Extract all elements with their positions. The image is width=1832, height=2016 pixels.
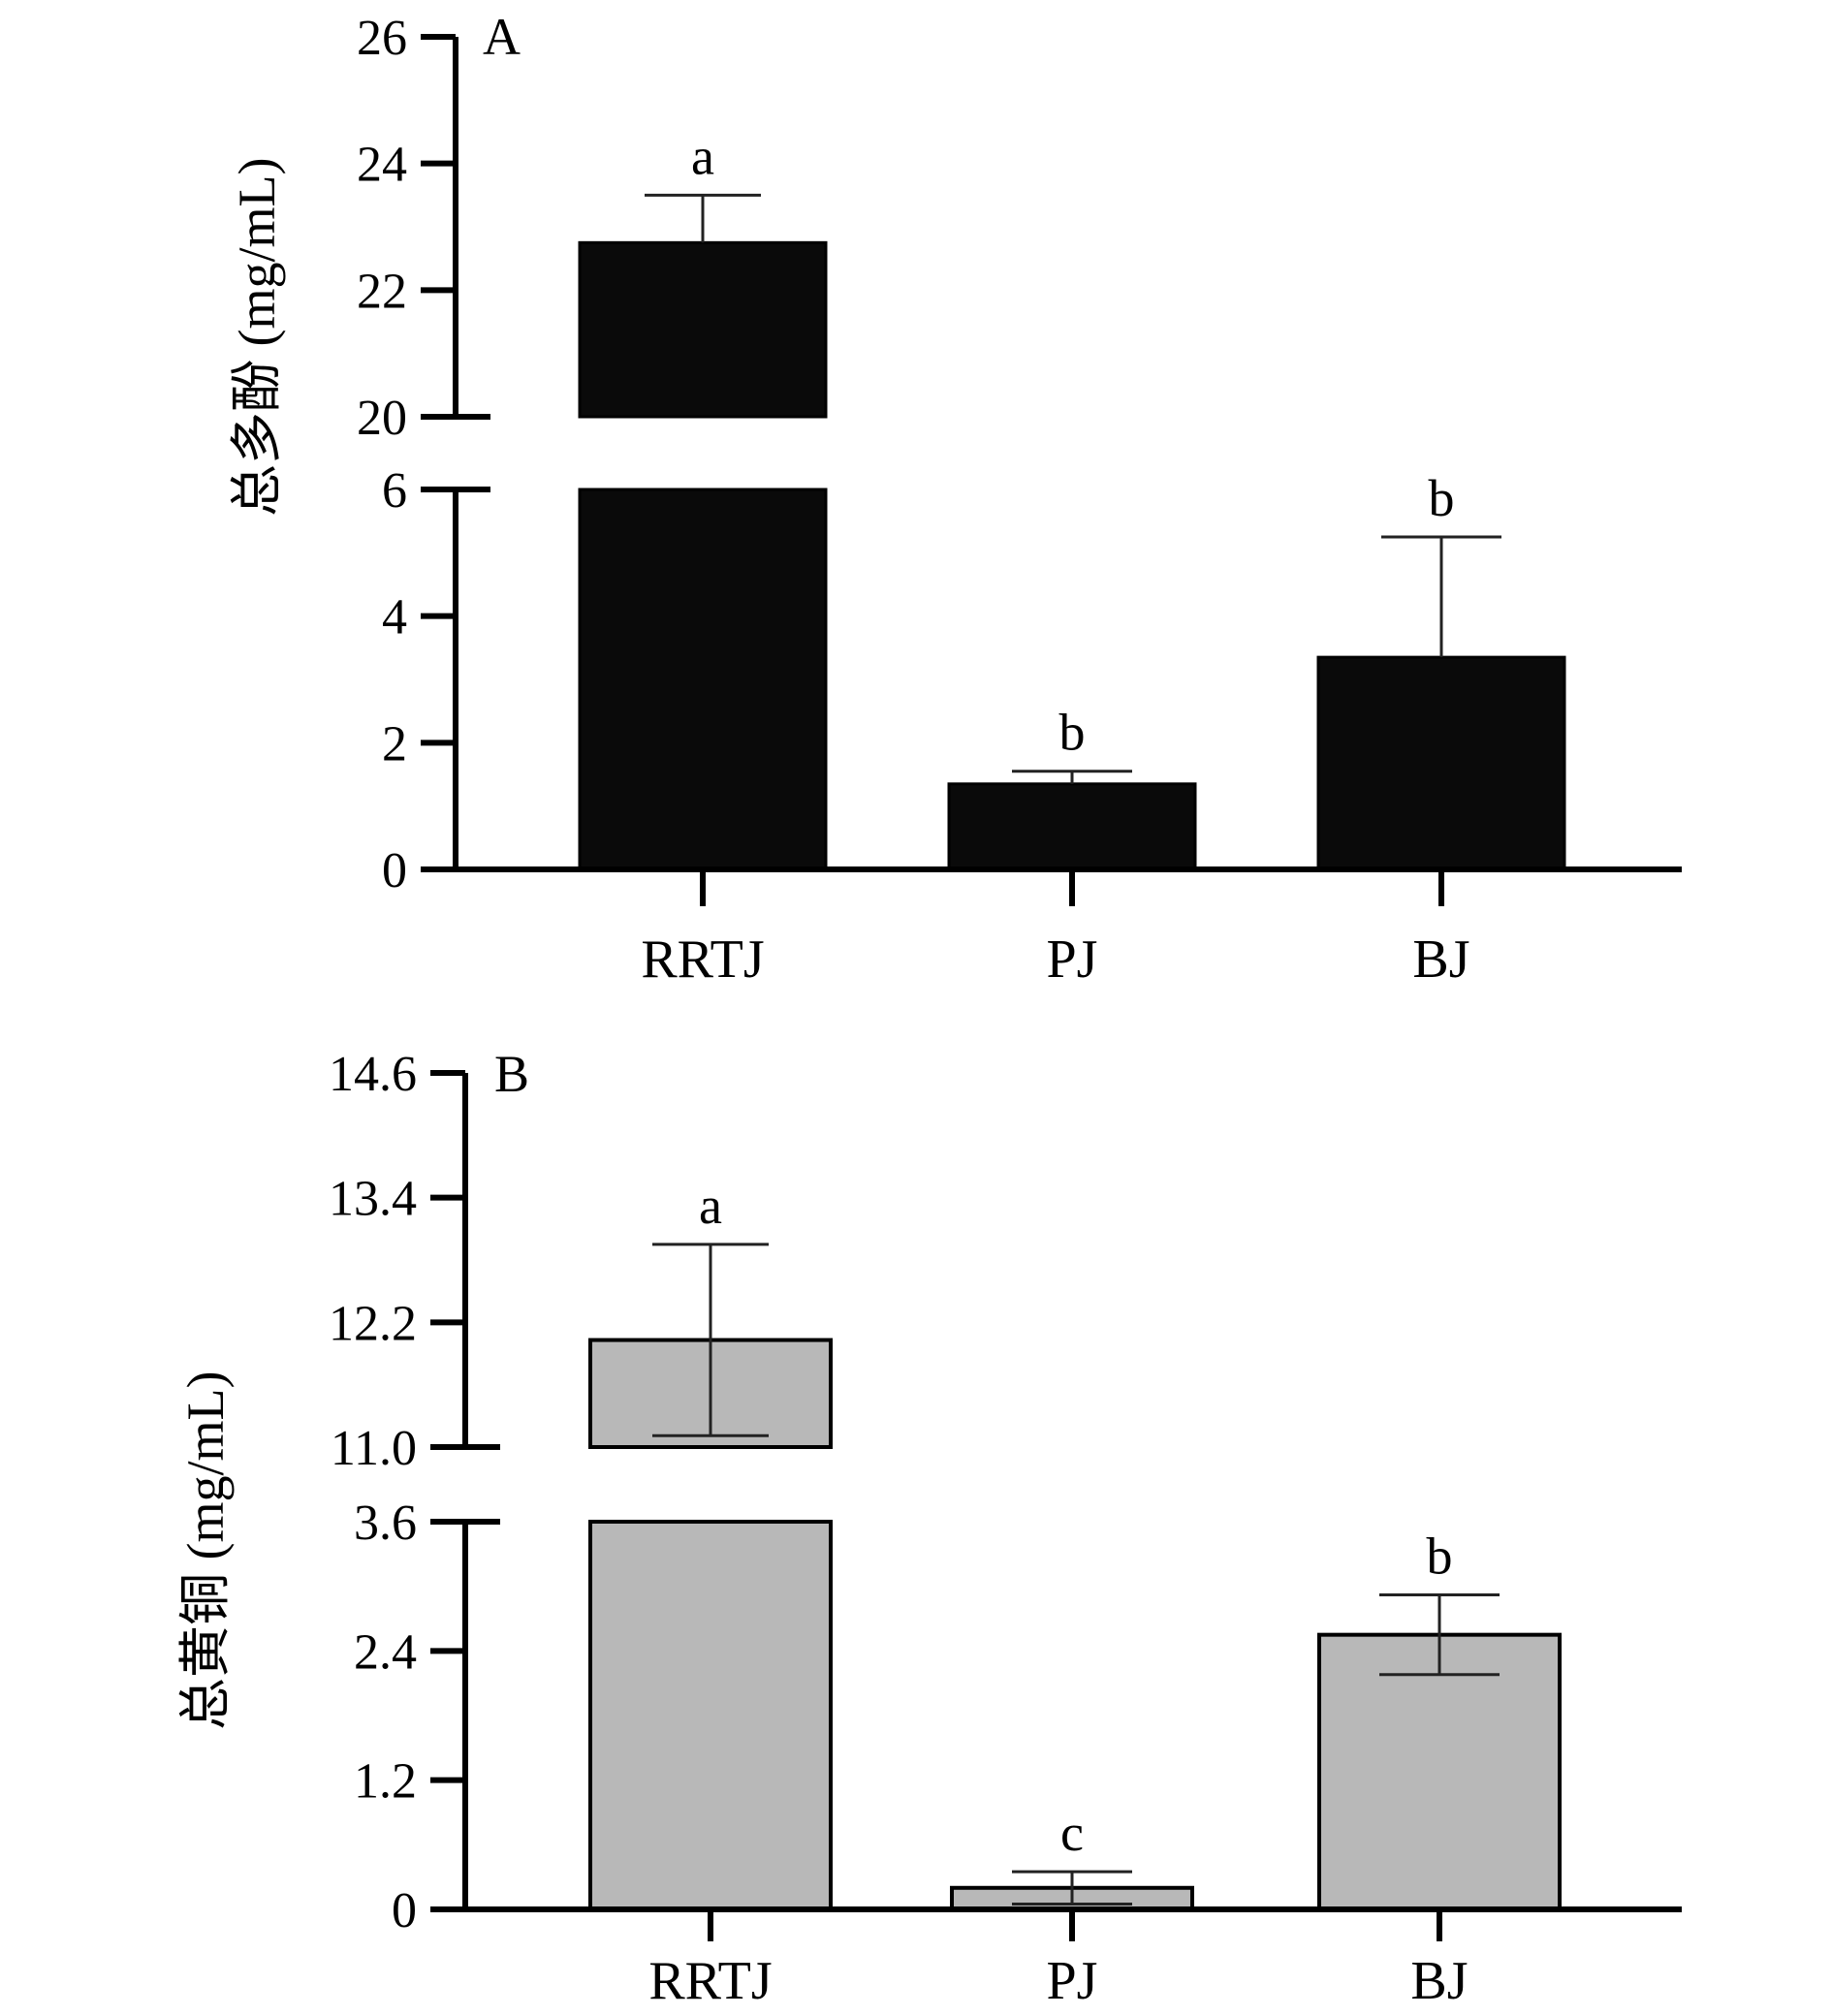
panel-b-ytick-label-upper-0: 11.0 [331, 1421, 417, 1476]
panel-a-category-label-rrtj: RRTJ [641, 929, 764, 990]
panel-b-ytick-label-lower-1: 1.2 [354, 1754, 417, 1810]
panel-b-ytick-label-lower-0: 0 [392, 1883, 417, 1938]
panel-a-ytick-label-lower-3: 6 [382, 463, 407, 519]
panel-b-sig-label-pj: c [1060, 1804, 1084, 1862]
panel-a-ytick-label-upper-0: 20 [357, 391, 407, 446]
panel-a-ytick-label-lower-0: 0 [382, 843, 407, 898]
panel-b-category-label-bj: BJ [1410, 1951, 1468, 2011]
panel-a-ytick-label-upper-1: 22 [357, 264, 407, 319]
panel-a-sig-label-bj: b [1429, 469, 1455, 527]
panel-a-ytick-label-upper-2: 24 [357, 138, 407, 193]
panel-a-bar-pj [947, 782, 1197, 871]
panel-b-ytick-label-upper-2: 13.4 [329, 1172, 417, 1227]
panel-a-ytick-label-lower-1: 2 [382, 716, 407, 772]
panel-a-ylabel: 总多酚 (mg/mL) [228, 158, 286, 517]
panel-b: B 总黄铜 (mg/mL) a c b 0 1.2 2.4 3.6 11.0 12.2 13.4 1… [176, 1045, 1682, 2011]
panel-a-category-label-pj: PJ [1047, 929, 1098, 990]
panel-b-category-label-rrtj: RRTJ [648, 1951, 772, 2011]
panel-b-category-label-pj: PJ [1047, 1951, 1098, 2011]
panel-a-ytick-label-upper-3: 26 [357, 11, 407, 66]
panel-a-sig-label-pj: b [1059, 704, 1086, 762]
panel-a-category-label-bj: BJ [1412, 929, 1469, 990]
panel-b-ytick-label-upper-1: 12.2 [329, 1296, 417, 1351]
panel-a-ytick-label-lower-2: 4 [382, 590, 407, 646]
panel-b-bar-rrtj-lower [588, 1520, 833, 1911]
panel-b-ytick-label-upper-3: 14.6 [329, 1047, 417, 1102]
panel-a-letter: A [483, 8, 521, 66]
panel-b-sig-label-rrtj: a [699, 1177, 722, 1235]
panel-a-bar-rrtj-upper [578, 240, 828, 419]
panel-a-bar-bj [1316, 655, 1566, 871]
panel-b-letter: B [494, 1045, 529, 1103]
panel-a-sig-label-rrtj: a [691, 127, 714, 185]
panel-b-ylabel: 总黄铜 (mg/mL) [176, 1371, 235, 1730]
panel-b-sig-label-bj: b [1427, 1528, 1453, 1586]
panel-a-bar-rrtj-lower [578, 488, 828, 871]
panel-b-ytick-label-lower-2: 2.4 [354, 1624, 417, 1680]
panel-b-ytick-label-lower-3: 3.6 [354, 1496, 417, 1551]
